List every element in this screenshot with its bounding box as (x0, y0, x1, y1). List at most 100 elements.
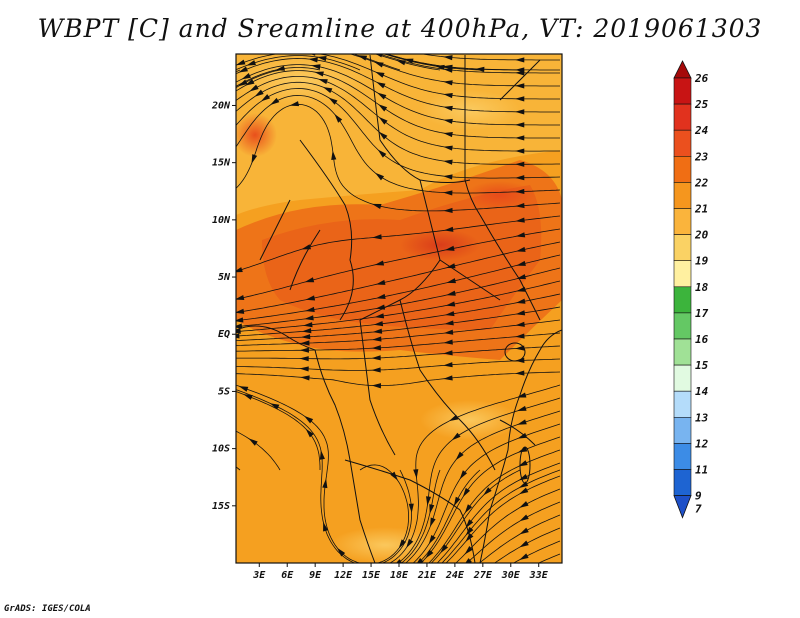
streamline-arrow (443, 92, 453, 99)
streamline-arrow (251, 154, 258, 164)
streamline-arrow (515, 83, 525, 89)
colorbar-segment (673, 77, 692, 105)
streamline (400, 469, 441, 563)
streamline-arrow (236, 294, 245, 301)
streamline-arrow (403, 58, 414, 64)
streamlines (236, 54, 561, 563)
streamline-arrow (376, 54, 383, 58)
colorbar-segment (673, 260, 692, 288)
streamline-arrow (376, 81, 386, 89)
streamline-arrow (372, 234, 382, 240)
streamline-arrow (300, 340, 310, 346)
streamline-arrow (371, 355, 381, 361)
streamline-arrow (519, 553, 529, 560)
colorbar-label: 23 (694, 150, 709, 163)
streamline-arrow (375, 172, 385, 181)
streamline-arrow (305, 428, 314, 438)
colorbar-label: 9 (695, 490, 702, 503)
streamline-arrow (238, 79, 248, 87)
streamline-arrow (443, 350, 453, 356)
streamline (236, 228, 561, 300)
lon-tick-label: 12E (334, 570, 353, 581)
colorbar-label: 16 (695, 333, 709, 346)
streamline-arrow (238, 386, 249, 392)
streamline-arrow (322, 87, 333, 94)
streamline-arrow (236, 267, 243, 273)
streamline-arrow (465, 519, 474, 529)
colorbar-segment (673, 208, 692, 235)
colorbar-label: 17 (695, 307, 709, 320)
streamline (466, 501, 561, 563)
colorbar-segment (673, 312, 692, 340)
lat-tick-label: 10N (212, 215, 231, 226)
streamline-arrow (323, 521, 329, 532)
streamline-arrow (241, 73, 251, 80)
streamline-arrow (518, 473, 529, 481)
streamline-arrow (376, 293, 386, 299)
streamline-arrow (515, 203, 525, 209)
streamline-arrow (465, 558, 472, 563)
streamline-arrow (435, 64, 445, 70)
lat-tick-label: 15N (212, 158, 231, 169)
streamline-arrow (515, 161, 525, 167)
streamline-arrow (430, 517, 436, 528)
streamline-arrow (300, 334, 311, 340)
colorbar-label: 21 (694, 203, 708, 216)
streamline-arrow (443, 118, 453, 124)
streamline-arrow (465, 526, 474, 536)
streamline (236, 293, 561, 337)
streamline-arrow (236, 333, 240, 339)
streamline-arrow (275, 65, 285, 71)
colorbar-label: 14 (695, 385, 709, 398)
streamline-arrow (440, 544, 449, 554)
lon-tick-label: 27E (473, 570, 493, 581)
colorbar-top-arrow (673, 60, 692, 79)
streamline-arrow (328, 97, 338, 105)
lat-tick-label: 5S (218, 386, 230, 397)
streamline (236, 280, 561, 333)
streamline-arrow (446, 290, 456, 296)
streamline-arrow (515, 232, 526, 238)
streamline-arrow (464, 546, 473, 555)
streamline-arrow (372, 336, 382, 342)
streamline-arrow (515, 96, 525, 102)
streamline-arrow (260, 94, 271, 102)
streamline (236, 332, 561, 352)
streamline-arrow (518, 460, 528, 467)
streamline-arrow (396, 60, 406, 66)
colorbar-label: 19 (695, 255, 709, 268)
wbpt-field (236, 54, 562, 563)
streamline-arrow (429, 504, 435, 514)
colorbar-segment (673, 364, 692, 392)
streamline-arrow (515, 67, 525, 73)
streamline-arrow (299, 347, 309, 353)
coastlines-borders (236, 54, 562, 563)
colorbar-label: 12 (695, 437, 709, 450)
streamline-arrow (446, 278, 456, 284)
streamline-arrow (254, 89, 264, 97)
streamline-arrow (304, 277, 315, 283)
streamline-arrow (445, 301, 456, 307)
streamline-arrow (453, 496, 461, 507)
streamline-arrow (322, 478, 328, 489)
streamline-arrow (378, 116, 388, 125)
streamline-arrow (305, 295, 316, 301)
streamline-arrow (408, 503, 414, 514)
streamline (236, 76, 560, 152)
streamline (236, 58, 560, 113)
streamline-arrow (516, 405, 527, 412)
streamline-arrow (443, 55, 453, 61)
streamline-arrow (443, 80, 453, 86)
streamline (236, 54, 560, 100)
streamline-arrow (515, 57, 525, 63)
streamline-arrow (464, 504, 473, 514)
streamline-arrow (515, 109, 525, 115)
streamline-arrow (303, 322, 313, 328)
streamline-arrow (443, 375, 453, 381)
figure-title: WBPT [C] and Sreamline at 400hPa, VT: 20… (37, 14, 763, 43)
streamline-arrow (443, 159, 453, 165)
streamline-arrow (301, 328, 312, 334)
streamline-arrow (236, 323, 243, 329)
streamline-arrow (516, 286, 526, 292)
